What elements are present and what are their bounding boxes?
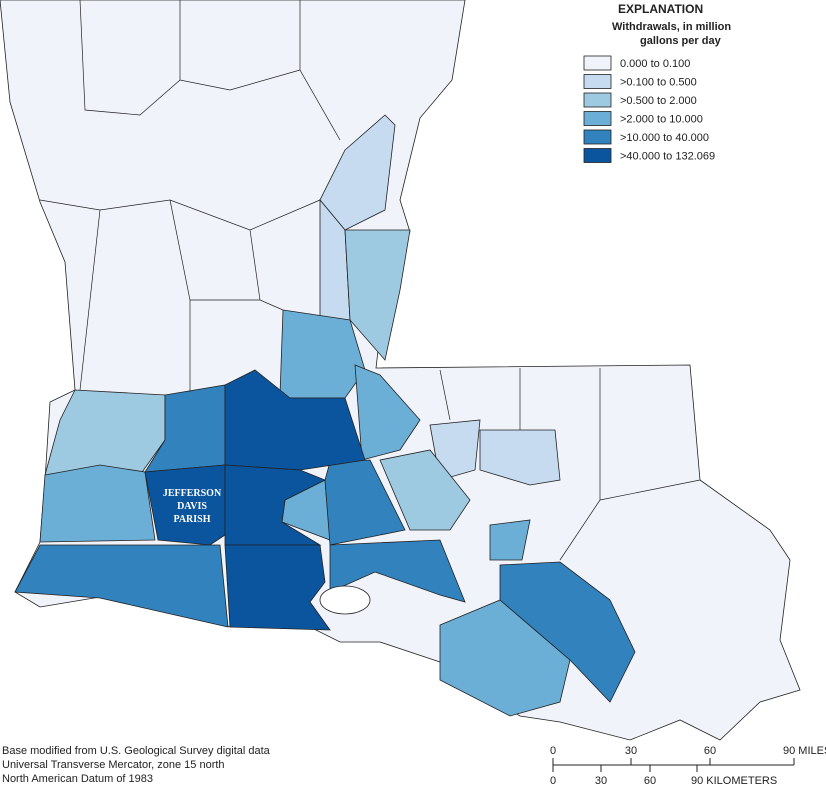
legend-swatch (583, 148, 612, 163)
source-line: Universal Transverse Mercator, zone 15 n… (2, 759, 225, 771)
scale-label: 90 MILES (783, 745, 826, 757)
parish-borders (39, 0, 701, 561)
source-line: Base modified from U.S. Geological Surve… (2, 745, 271, 757)
parish (489, 519, 531, 561)
source-note: Base modified from U.S. Geological Surve… (2, 745, 271, 785)
scale-label: 90 KILOMETERS (691, 775, 777, 787)
scale-label: 0 (550, 775, 556, 787)
scale-bar: 0 30 60 90 MILES 0 30 60 90 KILOMETERS (550, 745, 826, 787)
map-label-line: DAVIS (177, 501, 207, 512)
legend-swatch (583, 74, 612, 89)
source-line: North American Datum of 1983 (2, 773, 153, 785)
legend-subtitle: Withdrawals, in million (612, 21, 731, 33)
legend-label: >0.500 to 2.000 (620, 95, 697, 107)
parish (39, 464, 156, 543)
map-label: JEFFERSON DAVIS PARISH (163, 488, 222, 525)
scale-label: 0 (550, 745, 556, 757)
parish (354, 364, 421, 461)
legend-swatch (583, 111, 612, 126)
scale-label: 30 (595, 775, 607, 787)
map-label-line: JEFFERSON (163, 488, 222, 499)
lake (319, 585, 371, 615)
parish (14, 544, 229, 628)
parish (479, 429, 561, 486)
parish (499, 561, 636, 703)
parish (144, 464, 226, 546)
legend-label: >10.000 to 40.000 (620, 132, 709, 144)
parish-map: JEFFERSON DAVIS PARISH (0, 0, 801, 741)
legend-subtitle: gallons per day (640, 35, 722, 47)
legend-label: >2.000 to 10.000 (620, 114, 703, 126)
scale-label: 30 (625, 745, 637, 757)
scale-label: 60 (644, 775, 656, 787)
scale-ticks (552, 758, 795, 772)
state-base (0, 0, 801, 741)
parish (344, 229, 411, 361)
parish (224, 544, 331, 631)
legend-label: >40.000 to 132.069 (620, 151, 715, 163)
legend-label: >0.100 to 0.500 (620, 77, 697, 89)
legend: EXPLANATION Withdrawals, in million gall… (583, 2, 731, 163)
legend-label: 0.000 to 0.100 (620, 58, 690, 70)
map-label-line: PARISH (173, 514, 210, 525)
legend-swatch (583, 92, 612, 108)
legend-title: EXPLANATION (618, 2, 703, 16)
legend-swatch (583, 129, 612, 145)
parish (379, 449, 471, 531)
legend-swatch (583, 55, 612, 71)
scale-label: 60 (704, 745, 716, 757)
